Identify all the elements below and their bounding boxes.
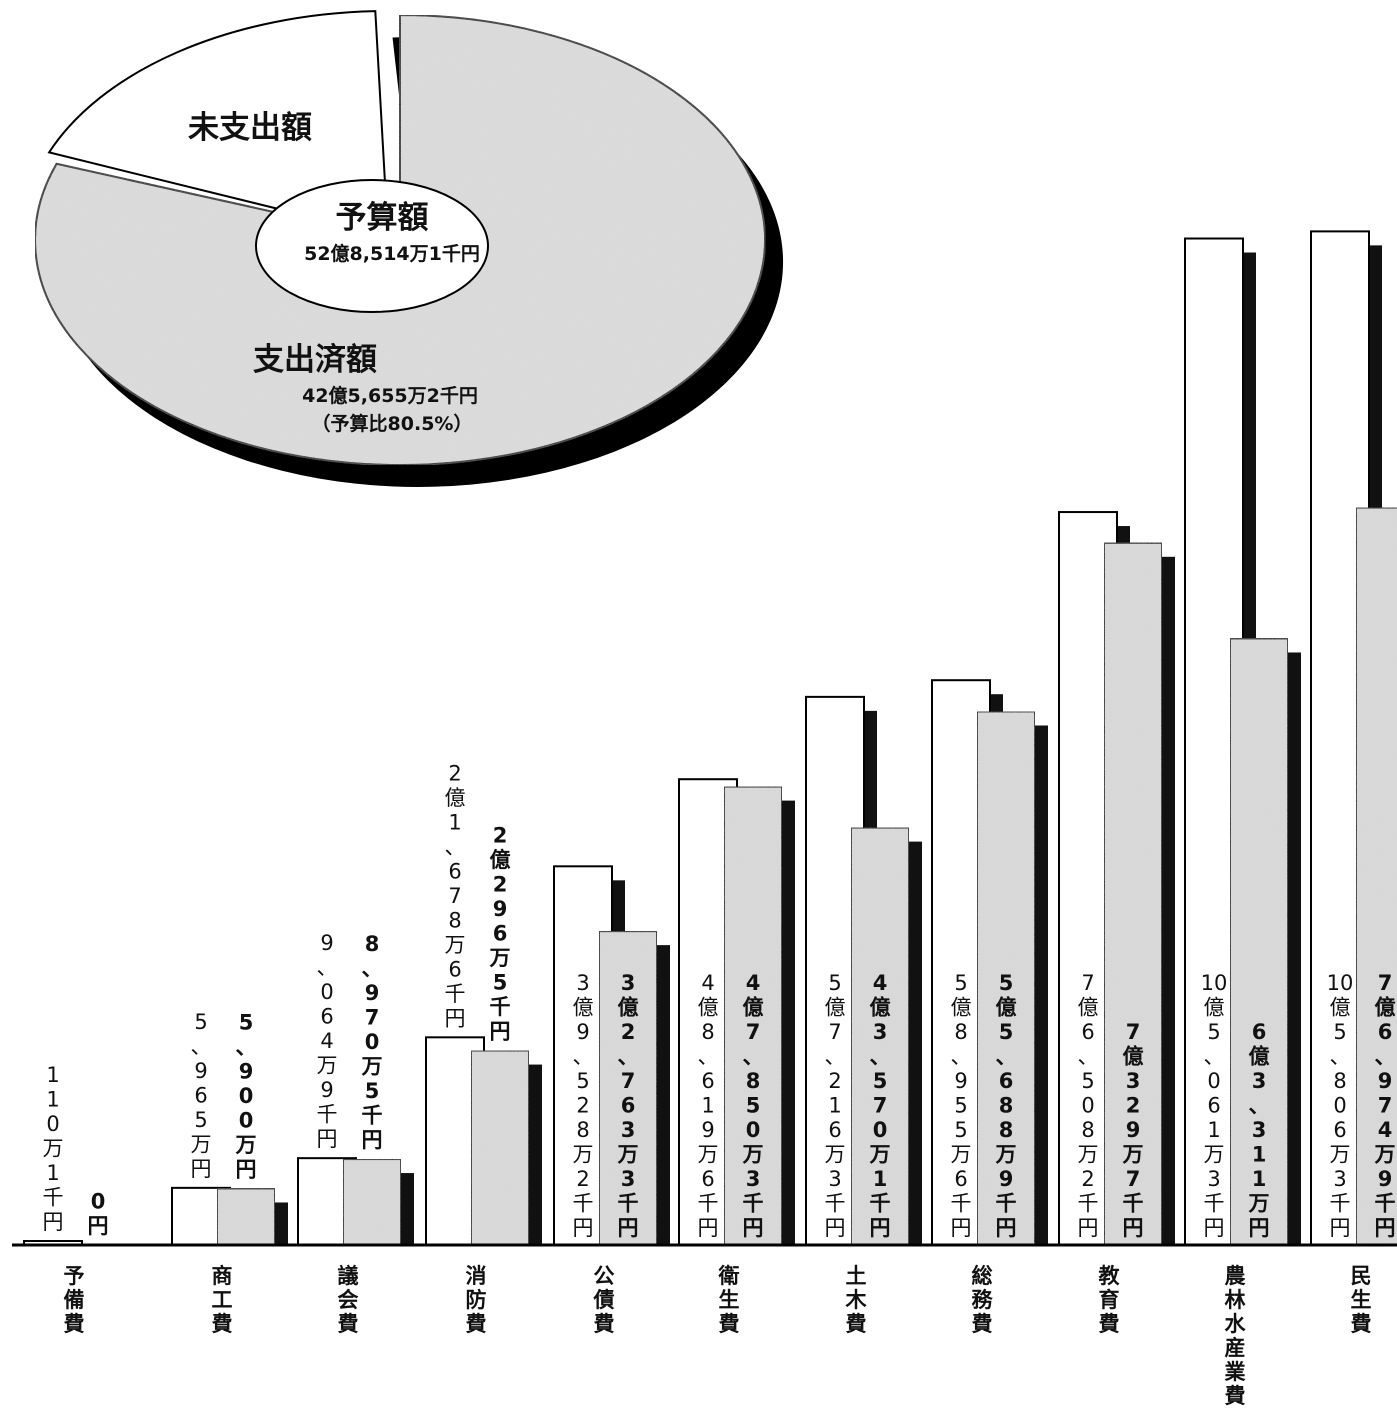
pie-center-value: 52億8,514万1千円 <box>304 242 480 265</box>
value-label-budget: 10 億 5、 0 6 1 万 3 千円 <box>1201 971 1228 1240</box>
value-label-budget: 5、 9 6 5 万円 <box>191 1010 212 1181</box>
bar-spent <box>1355 506 1397 1246</box>
value-label-spent: 5、 9 0 0 万円 <box>235 1011 257 1182</box>
bar-spent <box>723 785 783 1246</box>
category-label: 農林水産業費 <box>1225 1264 1247 1408</box>
value-label-spent: 3 億 2、 7 6 3 万 3 千円 <box>617 971 639 1240</box>
value-label-budget: 3 億 9、 5 2 8 万 2 千円 <box>573 971 594 1240</box>
category-labels: 予備費 商工費 議会費 消防費 公債費 衛生費 土木費 総務費 教育費 農林水産業費 民生費 <box>64 1264 1372 1408</box>
bar-plot-area: 1 1 0 万 1 千円 0 円 5、 9 6 5 万円 5、 9 0 0 万円 9、 0 6 4 万 9 千円 8、 9 7 0 万 5 千… <box>23 230 1397 1247</box>
bar-spent <box>216 1187 276 1247</box>
bar-spent <box>598 930 658 1246</box>
value-label-spent: 5 億 5、 6 8 8 万 9 千円 <box>995 971 1017 1240</box>
value-label-budget: 1 1 0 万 1 千円 <box>43 1063 64 1234</box>
pie-unspent-label: 未支出額 <box>188 110 312 146</box>
value-label-budget: 9、 0 6 4 万 9 千円 <box>317 931 338 1151</box>
bar-spent <box>470 1049 530 1247</box>
category-label: 教育費 <box>1099 1264 1121 1336</box>
value-label-spent: 4 億 3、 5 7 0 万 1 千円 <box>869 971 891 1240</box>
value-label-spent: 6 億 3、 3 1 1 万円 <box>1248 1020 1270 1240</box>
bar-spent <box>850 826 910 1246</box>
value-label-spent: 2 億 2 9 6 万 5 千円 <box>489 824 511 1044</box>
value-label-budget: 5 億 8、 9 5 5 万 6 千円 <box>951 971 972 1240</box>
budget-donut-chart: 予算額 52億8,514万1千円 未支出額 支出済額 42億5,655万2千円 … <box>34 10 784 487</box>
value-label-spent: 4 億 7、 8 5 0 万 3 千円 <box>742 971 764 1240</box>
value-label-budget: 10 億 5、 8 0 6 万 3 千円 <box>1327 971 1354 1240</box>
category-label: 民生費 <box>1351 1264 1372 1336</box>
value-label-budget: 2 億 1、 6 7 8 万 6 千円 <box>445 761 466 1030</box>
value-label-budget: 7 億 6、 5 0 8 万 2 千円 <box>1078 971 1099 1240</box>
donut-slice-unspent <box>47 10 390 238</box>
value-label-spent: 7 億 3 2 9 万 7 千円 <box>1122 1020 1144 1240</box>
pie-spent-ratio: （予算比80.5%） <box>312 412 473 435</box>
value-label-budget: 4 億 8、 6 1 9 万 6 千円 <box>698 971 719 1240</box>
category-label: 衛生費 <box>718 1264 740 1336</box>
value-label-spent: 8、 9 7 0 万 5 千円 <box>361 932 383 1152</box>
pie-center-title: 予算額 <box>336 200 429 236</box>
donut-center <box>255 179 489 313</box>
category-label: 総務費 <box>972 1264 994 1336</box>
category-label: 消防費 <box>466 1264 487 1336</box>
value-label-spent: 7 億 6、 9 7 4 万 9 千円 <box>1374 971 1396 1240</box>
category-label: 商工費 <box>212 1264 233 1336</box>
category-label: 議会費 <box>338 1264 359 1336</box>
bar-spent <box>1229 637 1289 1246</box>
value-label-budget: 5 億 7、 2 1 6 万 3 千円 <box>825 971 846 1240</box>
bar-spent <box>342 1158 402 1247</box>
pie-spent-label: 支出済額 <box>253 342 377 378</box>
bar-spent <box>976 710 1036 1246</box>
pie-spent-value: 42億5,655万2千円 <box>302 384 478 407</box>
category-label: 予備費 <box>64 1264 85 1336</box>
category-label: 公債費 <box>593 1264 615 1336</box>
category-label: 土木費 <box>845 1264 868 1336</box>
